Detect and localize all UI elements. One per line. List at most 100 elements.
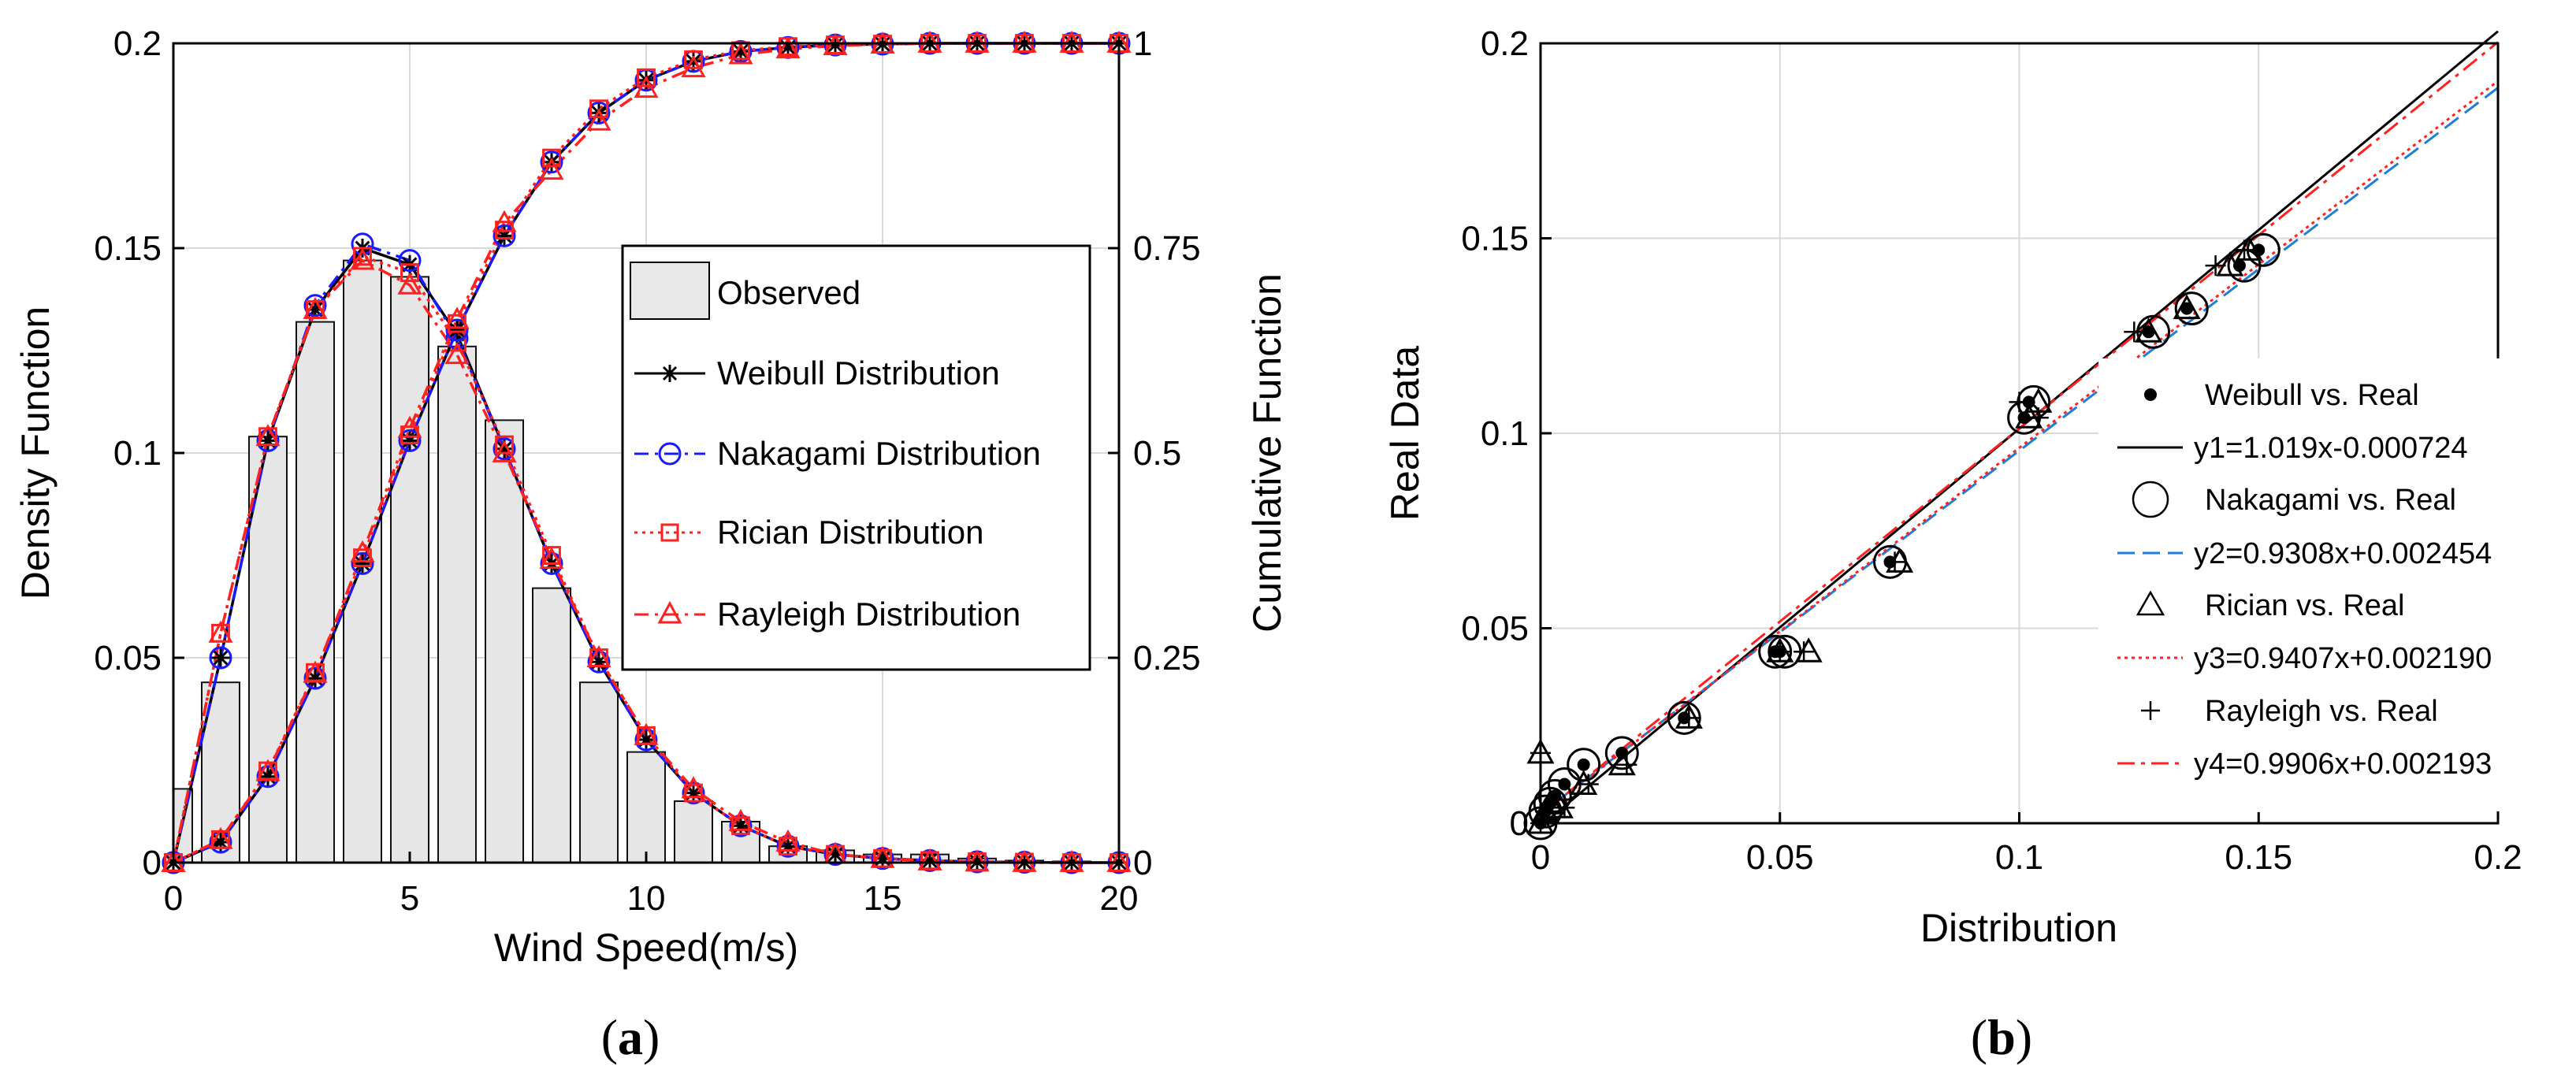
a-bar-7 bbox=[485, 419, 524, 863]
a-pdf-1-point-7 bbox=[493, 437, 516, 461]
a-pdf-1-point-13 bbox=[776, 834, 800, 858]
panel-b-chart: 0 0.05 0.1 0.15 0.2 0 0.05 0.1 0.15 0.2 Distribu… bbox=[1383, 24, 2571, 1065]
a-pdf-1-point-1-shape bbox=[209, 646, 232, 670]
a-cdf-2-point-10 bbox=[637, 68, 656, 87]
a-cdf-2-point-8 bbox=[542, 148, 561, 168]
a-legend-rayleigh-marker bbox=[657, 600, 682, 624]
a-bar-6 bbox=[437, 345, 477, 863]
a-cdf-3-point-11 bbox=[681, 55, 706, 78]
a-xtick-label-4: 20 bbox=[1100, 879, 1139, 918]
b-series-1-point-5 bbox=[1567, 748, 1601, 782]
b-ytick-label-0: 0 bbox=[1510, 804, 1529, 843]
a-cdf-1-point-2-shape bbox=[256, 765, 280, 789]
a-xtick-label-2: 10 bbox=[627, 879, 666, 918]
b-legend-rician-label: Rician vs. Real bbox=[2205, 589, 2404, 622]
b-series-0-point-14 bbox=[2180, 302, 2194, 315]
b-legend-nakagami-marker bbox=[2132, 481, 2169, 518]
a-cdf-3-point-1-shape bbox=[208, 826, 233, 849]
b-series-1-point-8-shape bbox=[1758, 634, 1793, 669]
a-pdf-3-point-15 bbox=[870, 845, 895, 868]
b-series-1-point-8 bbox=[1758, 634, 1793, 669]
a-cdf-2-point-11 bbox=[684, 50, 703, 69]
a-panel-close-paren: ) bbox=[643, 1009, 660, 1065]
a-pdf-3-point-11-shape bbox=[681, 776, 706, 799]
b-series-2-point-8-shape bbox=[1794, 637, 1823, 663]
a-pdf-1-point-5 bbox=[398, 249, 422, 273]
a-cdf-1-point-6-shape bbox=[445, 318, 469, 342]
a-cdf-3-point-9 bbox=[586, 108, 611, 131]
a-pdf-3-point-2 bbox=[255, 424, 281, 447]
a-y2-axis-label: Cumulative Function bbox=[1245, 273, 1289, 633]
a-pdf-1-point-8-shape bbox=[540, 551, 563, 575]
a-cdf-1-point-5 bbox=[398, 429, 422, 452]
a-cdf-1-point-2 bbox=[256, 765, 280, 789]
a-pdf-1-point-3 bbox=[303, 294, 327, 317]
b-panel-open-paren: ( bbox=[1971, 1009, 1987, 1065]
a-pdf-3-point-5-shape bbox=[397, 272, 422, 295]
a-legend-nakagami-marker bbox=[658, 442, 682, 466]
b-ytick-label-2: 0.1 bbox=[1481, 414, 1529, 453]
a-xtick-label-0: 0 bbox=[164, 879, 183, 918]
a-cdf-1-point-7 bbox=[493, 224, 516, 247]
a-pdf-1-point-9 bbox=[587, 650, 611, 674]
a-cdf-0-point-3 bbox=[306, 669, 325, 688]
a-cdf-3-point-14 bbox=[823, 33, 848, 56]
b-series-2-point-15 bbox=[2235, 236, 2263, 261]
a-cdf-1-point-12 bbox=[729, 39, 753, 63]
a-cdf-1-point-7-shape bbox=[493, 224, 516, 247]
b-fit-line-4 bbox=[1540, 41, 2499, 816]
b-series-2-point-13 bbox=[2173, 294, 2201, 320]
a-pdf-1-point-2-shape bbox=[256, 429, 280, 452]
a-ytick-label-2: 0.1 bbox=[113, 434, 162, 473]
a-x-axis-label: Wind Speed(m/s) bbox=[494, 926, 798, 970]
b-y-axis-label: Real Data bbox=[1383, 346, 1427, 522]
b-series-3-point-8 bbox=[1794, 641, 1815, 663]
a-cdf-0-point-12-stroke-3 bbox=[733, 43, 749, 59]
a-pdf-2-point-7 bbox=[495, 435, 514, 455]
a-y2tick-label-4: 1 bbox=[1133, 24, 1152, 63]
a-pdf-3-point-15-shape bbox=[870, 845, 895, 868]
b-series-3-point-5 bbox=[1616, 754, 1637, 775]
a-pdf-3-point-6 bbox=[444, 342, 470, 365]
a-cdf-3-point-3 bbox=[303, 660, 328, 683]
b-legend-box bbox=[2098, 358, 2571, 811]
a-bar-3 bbox=[296, 321, 335, 864]
a-pdf-3-point-12 bbox=[728, 808, 753, 831]
a-pdf-1-point-7-shape bbox=[493, 437, 516, 461]
a-pdf-1-point-13-shape bbox=[776, 834, 800, 858]
b-xtick-label-3: 0.15 bbox=[2225, 838, 2292, 877]
a-legend-weibull-marker bbox=[661, 365, 678, 382]
a-cdf-0-point-4-stroke-3 bbox=[355, 555, 370, 571]
a-cdf-3-point-8-shape bbox=[539, 158, 564, 180]
b-series-0-point-5-shape bbox=[1577, 758, 1590, 771]
a-pdf-0-point-1-stroke-3 bbox=[213, 650, 229, 666]
a-cdf-2-point-9-shape bbox=[589, 99, 608, 119]
panel-a-chart: 0 5 10 15 20 0 0.05 0.1 0.15 0.2 0 0.25 0.5 0.75 1 W… bbox=[13, 24, 1289, 1065]
a-pdf-3-point-17-shape bbox=[965, 849, 990, 872]
b-series-1-point-7 bbox=[1667, 700, 1701, 735]
b-series-1-point-5-shape bbox=[1567, 748, 1601, 782]
b-legend-fit4-label: y4=0.9906x+0.002193 bbox=[2194, 748, 2492, 781]
b-ytick-label-1: 0.05 bbox=[1461, 610, 1529, 648]
b-fit-lines bbox=[1540, 30, 2499, 827]
a-pdf-1-point-1 bbox=[209, 646, 232, 670]
a-bar-5 bbox=[390, 276, 429, 863]
a-cdf-3-point-5-shape bbox=[397, 415, 422, 438]
a-pdf-1-point-10-shape bbox=[634, 728, 658, 752]
a-y-axis-label: Density Function bbox=[13, 306, 58, 599]
a-cdf-2-point-9 bbox=[589, 99, 608, 119]
a-cdf-1-point-8 bbox=[540, 150, 563, 174]
a-ytick-label-3: 0.15 bbox=[94, 229, 162, 268]
a-bar-11 bbox=[674, 800, 713, 863]
a-pdf-3-point-13 bbox=[775, 829, 801, 852]
a-legend-nakagami-label: Nakagami Distribution bbox=[717, 435, 1041, 472]
b-series-2-point-3 bbox=[1545, 793, 1574, 818]
a-cdf-3-point-4 bbox=[350, 540, 375, 562]
a-pdf-3-point-9 bbox=[586, 644, 611, 667]
b-series-0-point-5 bbox=[1577, 758, 1590, 771]
b-y-ticks: 0 0.05 0.1 0.15 0.2 bbox=[1461, 24, 1552, 843]
a-cdf-0-point-6 bbox=[448, 321, 467, 340]
a-pdf-0-point-1 bbox=[211, 648, 230, 667]
a-legend-weibull-label: Weibull Distribution bbox=[717, 354, 1000, 392]
a-pdf-1-point-11-shape bbox=[682, 781, 705, 805]
